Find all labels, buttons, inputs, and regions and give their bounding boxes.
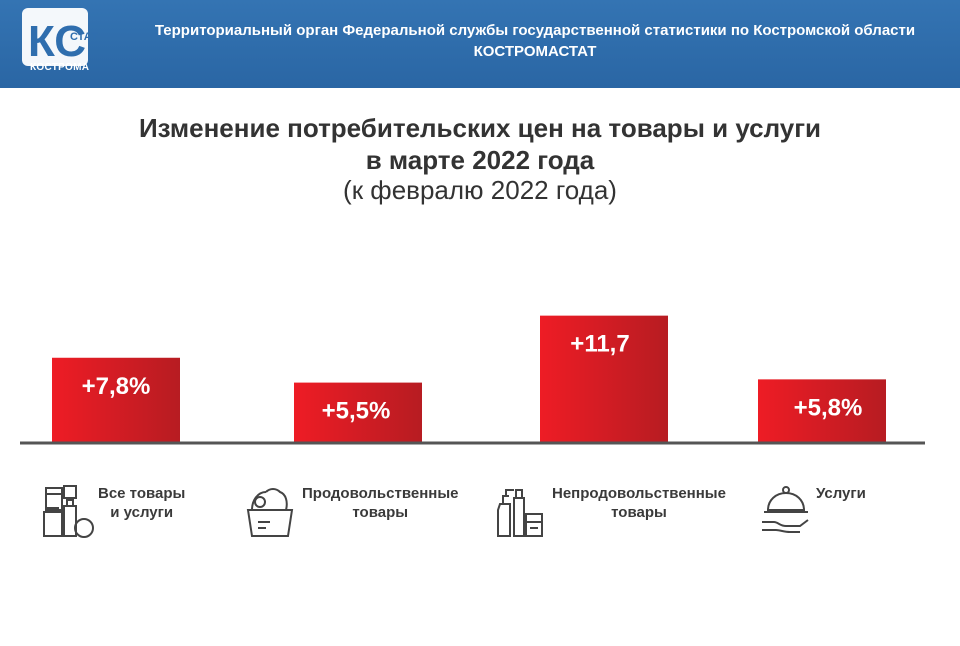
bar-1 [52,357,180,442]
category-label-line1: Непродовольственные [552,485,726,502]
category-label-line2: и услуги [110,504,174,521]
kostromastat-logo: КС СТАТ [22,8,98,66]
category-label-line1: Все товары [98,485,186,502]
category-label-line2: товары [611,504,667,521]
organization-short-name: КОСТРОМАСТАТ [473,43,597,60]
page-subtitle: (к февралю 2022 года) [343,175,617,205]
bar-value-label: +5,8% [794,394,863,421]
logo-letters: КС [28,17,86,66]
title-line-1: Изменение потребительских цен на товары … [138,113,822,143]
bar-4 [758,379,886,442]
bar-2 [294,382,422,442]
category-label-line2: товары [352,504,409,521]
category-food: Продовольственные товары [244,484,458,540]
cloche-service-icon [762,486,809,533]
organization-name: Территориальный орган Федеральной службы… [154,22,916,39]
header-banner: КС СТАТ КОСТРОМА Территориальный орган Ф… [0,0,960,88]
bar-value-label: +5,5% [322,398,391,425]
household-goods-icon [497,489,543,537]
groceries-icon [43,485,94,538]
page-title: Изменение потребительских цен на товары … [0,112,960,176]
category-all: Все товары и услуги [40,484,185,540]
bar-value-label: +7,8% [82,373,151,400]
bar-3 [540,315,668,442]
bar-value-label: +11,7 [570,331,629,358]
category-label-line1: Услуги [816,485,866,502]
title-line-2: в марте 2022 года [365,145,595,175]
logo-small: СТАТ [70,31,98,43]
logo-city: КОСТРОМА [30,62,90,73]
category-services: Услуги [758,480,866,536]
food-basket-icon [246,488,294,537]
category-nonfood: Непродовольственные товары [494,484,726,540]
category-label-line1: Продовольственные [302,485,459,502]
